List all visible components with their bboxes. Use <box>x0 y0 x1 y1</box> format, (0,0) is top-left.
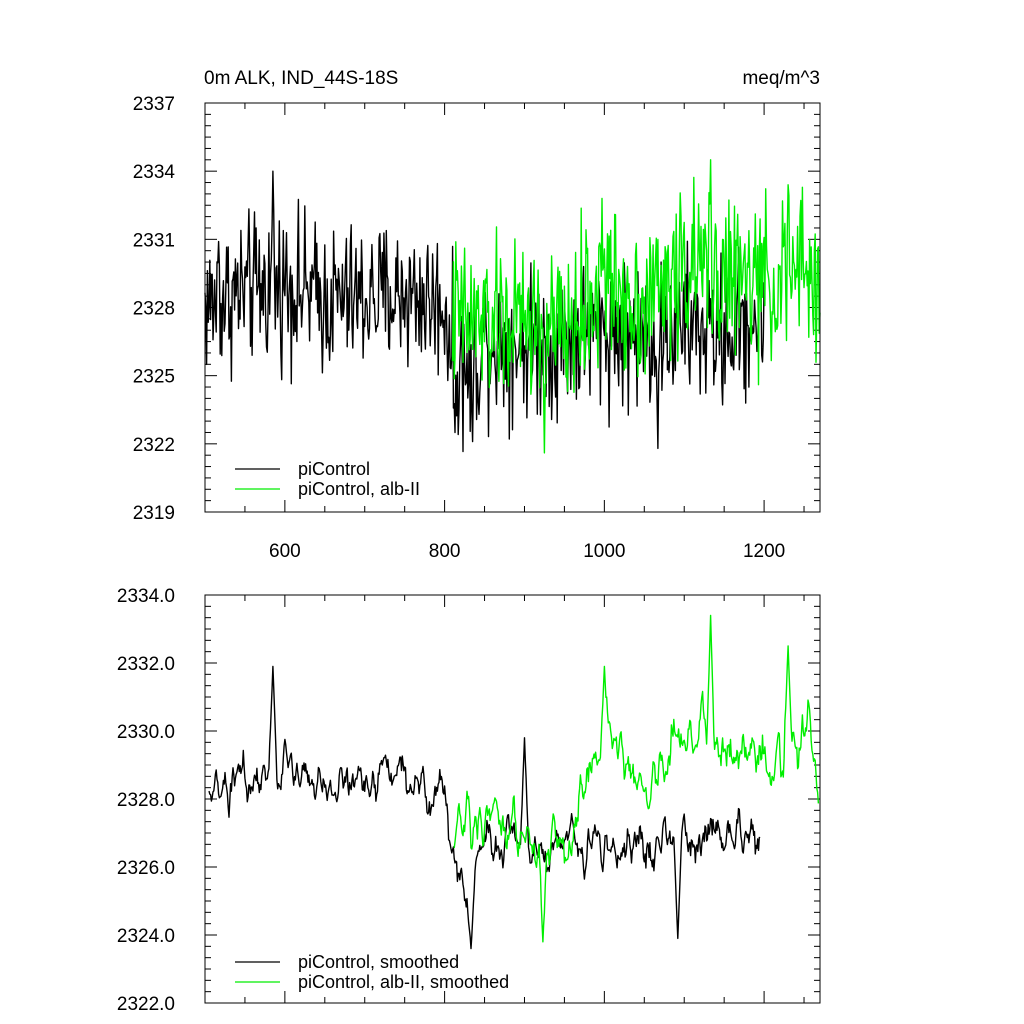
panel-top-series <box>204 159 821 454</box>
panel-top-units: meq/m^3 <box>742 68 820 89</box>
y-tick-label: 2322.0 <box>117 994 175 1015</box>
series-line-picontrol-alb-ii-smoothed <box>453 614 820 943</box>
panel-bottom-frame <box>204 594 821 1004</box>
panel-bottom-ticks: 2322.0 2324.0 2326.0 2328.0 2330.0 2332.0 2334… <box>117 586 820 1015</box>
panel-top-frame <box>204 102 821 513</box>
y-tick-label: 2319 <box>133 503 175 524</box>
y-tick-label: 2328 <box>133 299 175 320</box>
panel-top-legend: piControl piControl, alb-II <box>235 459 420 499</box>
legend-label-picontrol-smoothed: piControl, smoothed <box>298 952 459 972</box>
y-tick-label: 2337 <box>133 94 175 115</box>
panel-bottom: 2322.0 2324.0 2326.0 2328.0 2330.0 2332.0 2334… <box>117 586 821 1015</box>
legend-label-picontrol: piControl <box>298 459 370 479</box>
panel-bottom-legend: piControl, smoothed piControl, alb-II, s… <box>235 952 509 992</box>
legend-label-picontrol-alb-ii-smoothed: piControl, alb-II, smoothed <box>298 972 509 992</box>
panel-top: 0m ALK, IND_44S-18S meq/m^3 2319 2322 2325… <box>133 68 821 562</box>
x-tick-label: 800 <box>429 541 461 562</box>
series-line-picontrol-smoothed <box>208 665 761 950</box>
panel-top-title: 0m ALK, IND_44S-18S <box>204 68 398 89</box>
y-tick-label: 2328.0 <box>117 790 175 811</box>
y-tick-label: 2322 <box>133 435 175 456</box>
y-tick-label: 2326.0 <box>117 858 175 879</box>
y-tick-label: 2334 <box>133 162 176 183</box>
y-tick-label: 2334.0 <box>117 586 175 607</box>
y-tick-label: 2324.0 <box>117 926 175 947</box>
y-tick-label: 2331 <box>133 230 175 251</box>
x-tick-label: 1200 <box>743 541 785 562</box>
x-tick-label: 600 <box>269 541 301 562</box>
y-tick-label: 2332.0 <box>117 654 175 675</box>
series-line-picontrol-alb-ii <box>451 159 821 454</box>
y-tick-label: 2325 <box>133 367 175 388</box>
panel-top-ticks: 2319 2322 2325 2328 2331 2334 2337 600 800 1000 12… <box>133 94 820 562</box>
panel-bottom-series <box>208 614 820 950</box>
y-tick-label: 2330.0 <box>117 722 175 743</box>
x-tick-label: 1000 <box>583 541 625 562</box>
legend-label-picontrol-alb-ii: piControl, alb-II <box>298 479 420 499</box>
